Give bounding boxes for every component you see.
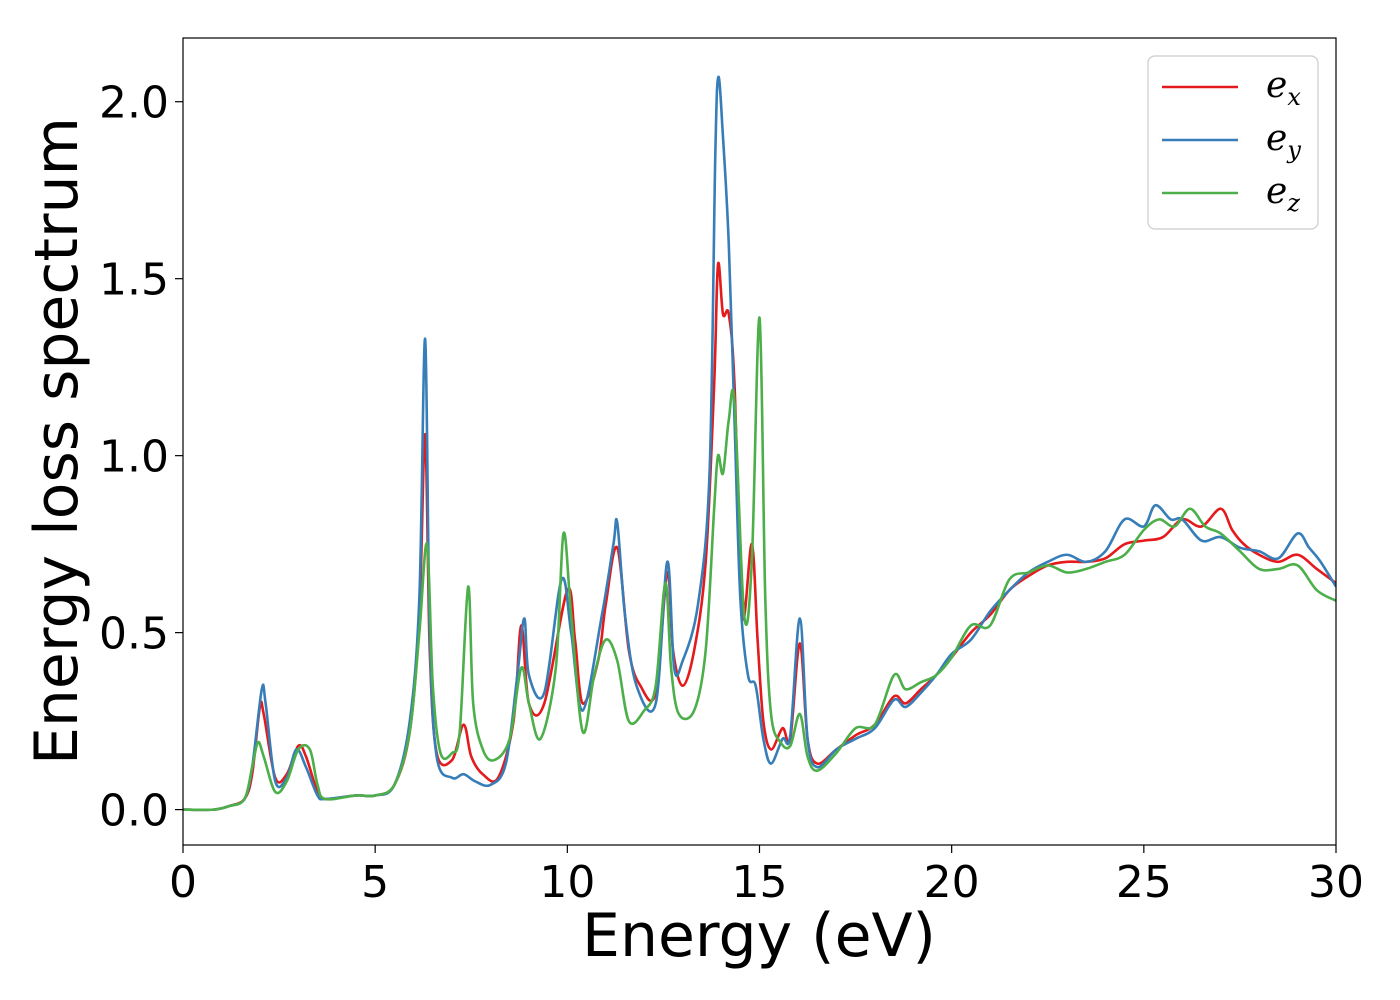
y-tick-label: 0.5 bbox=[99, 609, 169, 660]
y-axis-title: Energy loss spectrum bbox=[22, 117, 92, 765]
x-axis-title: Energy (eV) bbox=[582, 901, 936, 971]
y-tick-label: 0.0 bbox=[99, 786, 169, 837]
legend: ex ey ez bbox=[1147, 55, 1319, 230]
x-tick-label: 10 bbox=[539, 857, 595, 908]
legend-label-y: ey bbox=[1266, 118, 1301, 164]
x-axis: 0 5 10 15 20 25 30 bbox=[169, 845, 1364, 908]
y-tick-label: 1.5 bbox=[99, 255, 169, 306]
x-tick-label: 30 bbox=[1308, 857, 1364, 908]
y-tick-label: 2.0 bbox=[99, 78, 169, 129]
legend-box bbox=[1147, 55, 1319, 230]
y-axis: 0.0 0.5 1.0 1.5 2.0 bbox=[99, 78, 183, 837]
legend-label-z: ez bbox=[1266, 171, 1300, 217]
series-line-y bbox=[183, 75, 1336, 812]
x-tick-label: 25 bbox=[1116, 857, 1172, 908]
x-tick-label: 5 bbox=[361, 857, 389, 908]
series-line-z bbox=[183, 316, 1336, 812]
x-tick-label: 15 bbox=[732, 857, 788, 908]
legend-label-x: ex bbox=[1266, 65, 1301, 111]
y-tick-label: 1.0 bbox=[99, 432, 169, 483]
x-tick-label: 20 bbox=[924, 857, 980, 908]
x-tick-label: 0 bbox=[169, 857, 197, 908]
series-layer bbox=[183, 75, 1336, 812]
